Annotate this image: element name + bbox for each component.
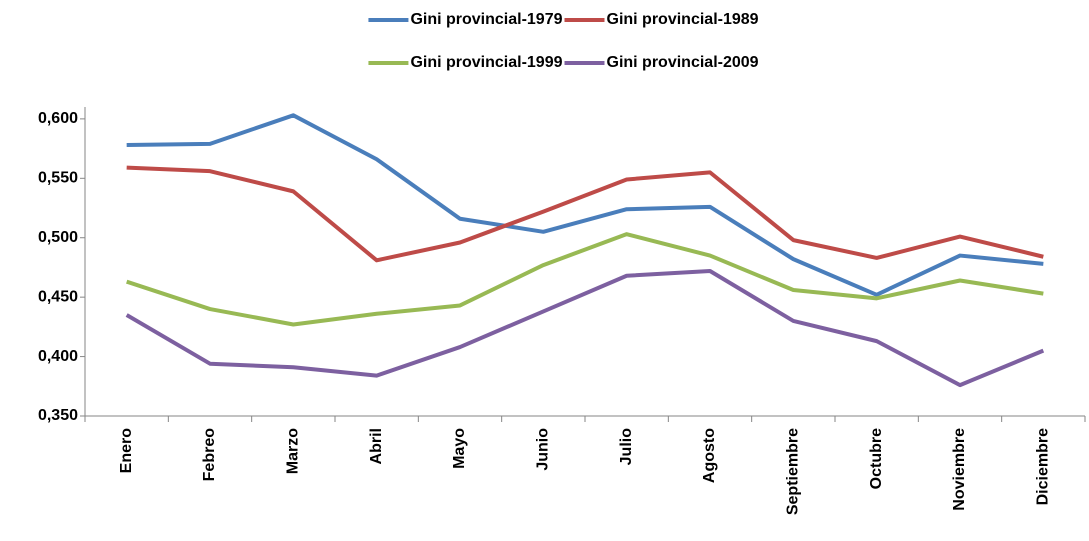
y-tick-label: 0,600 [38, 110, 78, 127]
y-tick-label: 0,550 [38, 170, 78, 187]
x-tick-label: Marzo [285, 428, 302, 474]
x-tick-label: Agosto [701, 428, 718, 483]
x-tick-label: Octubre [868, 428, 885, 489]
series-line [126, 232, 1044, 327]
x-tick-label: Septiembre [785, 428, 802, 515]
x-tick-label: Mayo [451, 428, 468, 469]
x-tick-label: Julio [618, 428, 635, 466]
x-tick-label: Enero [118, 428, 135, 474]
x-tick-label: Junio [535, 428, 552, 471]
y-tick-label: 0,450 [38, 288, 78, 305]
x-tick-label: Noviembre [951, 428, 968, 511]
series-line [126, 165, 1044, 263]
x-tick-label: Diciembre [1035, 428, 1052, 505]
y-tick-label: 0,350 [38, 407, 78, 424]
y-tick-label: 0,500 [38, 229, 78, 246]
legend-label: Gini provincial-2009 [607, 54, 759, 71]
legend-label: Gini provincial-1979 [410, 11, 562, 28]
legend-label: Gini provincial-1989 [607, 11, 759, 28]
series-line [125, 269, 1045, 388]
series-line [126, 113, 1044, 297]
y-tick-label: 0,400 [38, 348, 78, 365]
x-tick-label: Abril [368, 428, 385, 464]
legend-label: Gini provincial-1999 [410, 54, 562, 71]
x-tick-label: Febreo [201, 428, 218, 482]
